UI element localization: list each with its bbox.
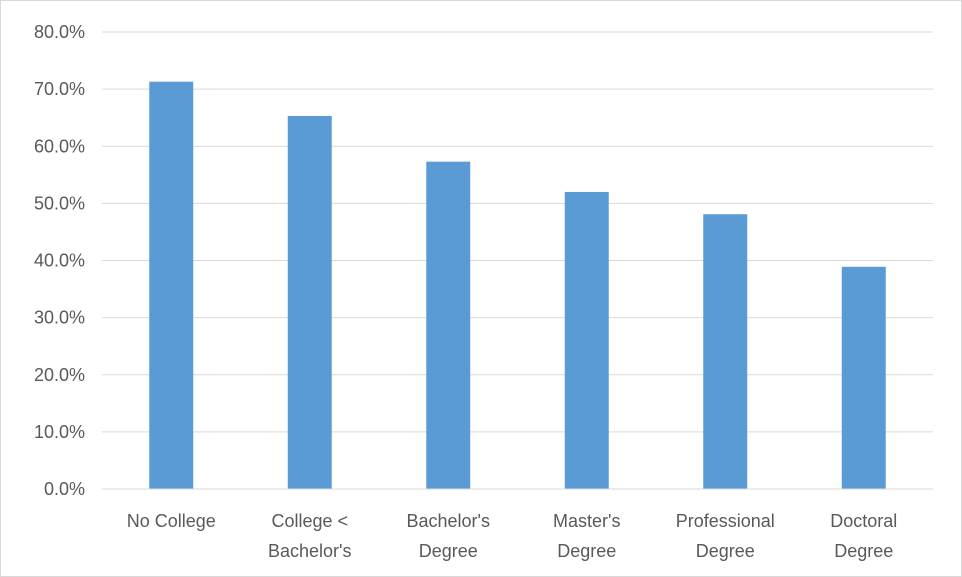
y-tick-label: 50.0% [34,193,85,213]
bar [703,214,748,489]
y-tick-label: 10.0% [34,422,85,442]
y-tick-label: 80.0% [34,22,85,42]
bar [426,161,471,489]
x-tick-label: Bachelor's Degree [407,511,490,561]
y-tick-label: 60.0% [34,136,85,156]
bar [841,266,886,489]
y-tick-label: 30.0% [34,308,85,328]
y-tick-label: 70.0% [34,79,85,99]
y-tick-label: 0.0% [44,479,85,499]
y-tick-label: 40.0% [34,251,85,271]
bar [564,191,609,489]
x-tick-label: No College [127,511,216,531]
x-tick-label: Professional Degree [676,511,775,561]
x-tick-label: Master's Degree [553,511,620,561]
bar [149,81,194,489]
x-tick-label: Doctoral Degree [830,511,897,561]
bar [287,115,332,489]
x-tick-label: College < Bachelor's [268,511,351,561]
y-tick-label: 20.0% [34,365,85,385]
